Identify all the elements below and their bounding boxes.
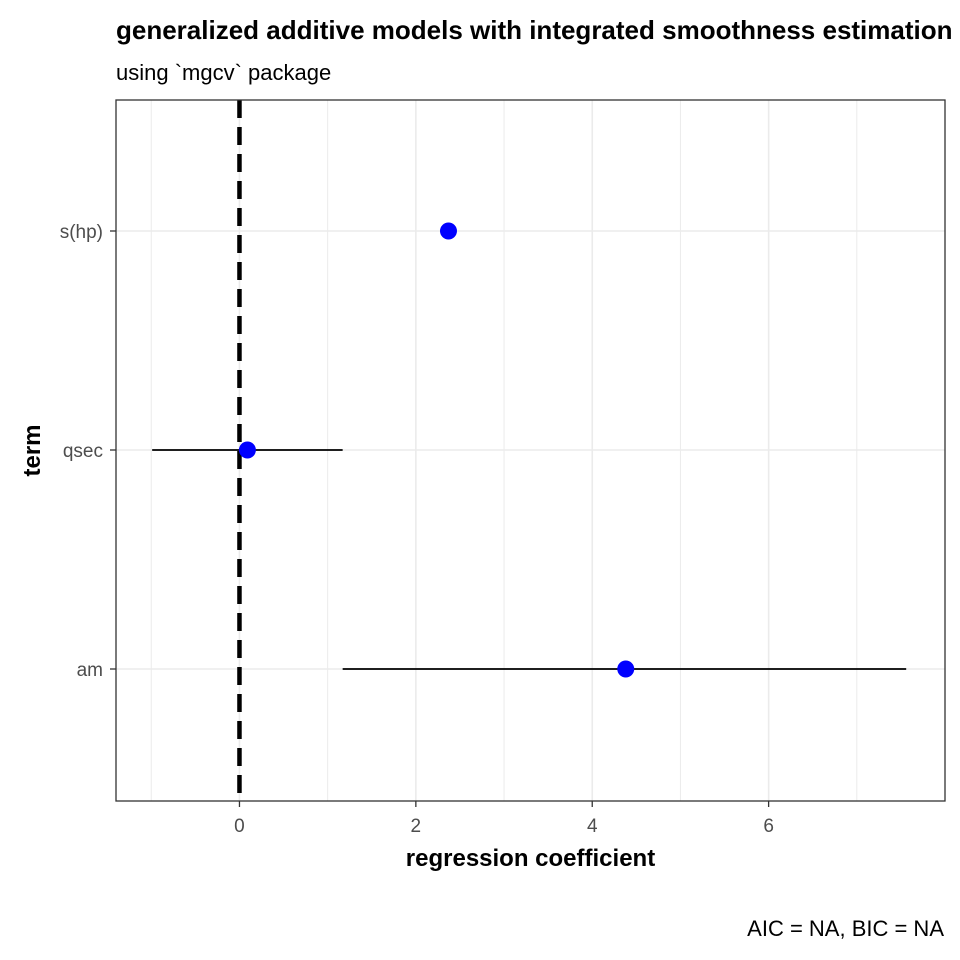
- points: [238, 222, 635, 678]
- x-tick-label: 4: [587, 816, 598, 837]
- point-qsec: [238, 441, 256, 459]
- point-am: [617, 660, 635, 678]
- x-tick-label: 2: [411, 816, 422, 837]
- point-shp: [439, 222, 457, 240]
- chart-caption: AIC = NA, BIC = NA: [747, 916, 944, 941]
- y-axis-title: term: [19, 424, 46, 476]
- errorbars: [152, 449, 907, 670]
- x-tick-label: 6: [763, 816, 774, 837]
- y-tick-label: s(hp): [60, 222, 103, 243]
- x-axis-title: regression coefficient: [406, 845, 655, 872]
- chart-subtitle: using `mgcv` package: [116, 60, 331, 85]
- y-tick-label: am: [77, 660, 103, 681]
- y-tick-label: qsec: [63, 441, 103, 462]
- x-axis-ticks: 0 2 4 6: [234, 801, 774, 837]
- x-tick-label: 0: [234, 816, 245, 837]
- y-axis-ticks: s(hp) qsec am: [60, 222, 116, 681]
- chart-title: generalized additive models with integra…: [116, 15, 953, 45]
